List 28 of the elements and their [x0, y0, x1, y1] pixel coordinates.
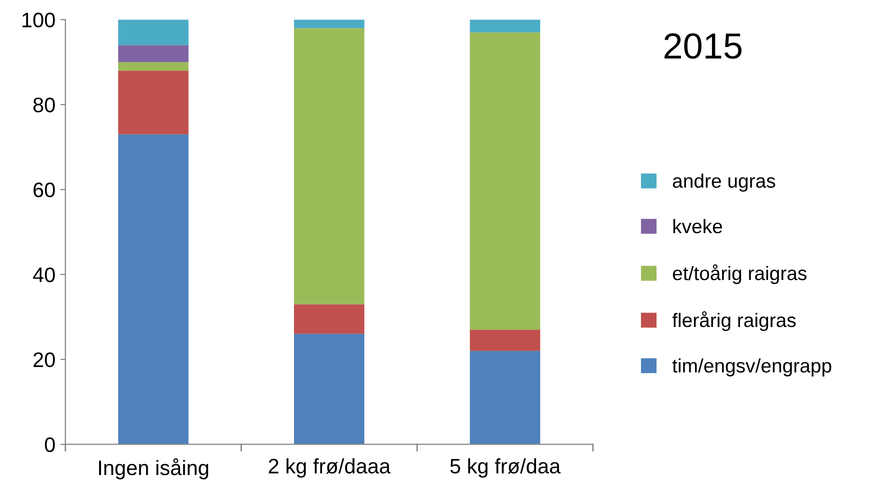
bar: [294, 334, 364, 444]
x-tick-label: 2 kg frø/daaa: [268, 458, 391, 478]
bar: [470, 330, 540, 351]
y-tick-label: 100: [22, 12, 55, 28]
bar: [294, 28, 364, 304]
legend-label: andre ugras: [672, 174, 776, 192]
bar: [118, 45, 188, 62]
legend-label: kveke: [673, 219, 722, 234]
legend-label: et/toårig raigras: [672, 264, 806, 284]
bar: [470, 20, 540, 32]
y-tick-label: 60: [34, 182, 55, 198]
bar: [294, 20, 364, 28]
y-tick-label: 80: [33, 98, 55, 112]
bar: [118, 20, 188, 46]
legend-label: flerårig raigras: [672, 311, 796, 332]
bar: [294, 304, 364, 334]
text: 2015: [664, 33, 742, 59]
bar: [118, 62, 188, 71]
y-tick-label: 0: [44, 437, 55, 452]
y-tick-label: 20: [34, 352, 55, 368]
bar: [118, 134, 188, 444]
bar: [470, 350, 540, 444]
y-tick-label: 40: [32, 267, 55, 282]
legend-label: tim/engsv/engrapp: [672, 358, 832, 376]
x-tick-label: Ingen isåing: [99, 458, 208, 480]
x-tick-label: 5 kg frø/daa: [450, 458, 561, 478]
bar: [118, 70, 188, 134]
bar: [470, 32, 540, 330]
